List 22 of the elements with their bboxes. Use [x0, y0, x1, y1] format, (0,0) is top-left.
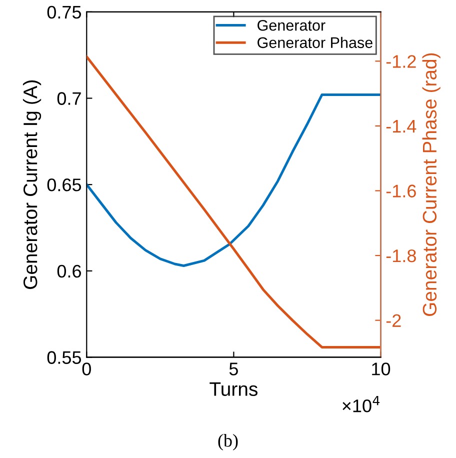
y2-tick-label: -1.4	[386, 120, 416, 132]
y2-tick-label: -1.6	[386, 184, 416, 198]
y-tick-label: 0.65	[47, 178, 82, 192]
x-tick-label: 10	[372, 362, 390, 376]
y-axis-title: Generator Current Ig (A)	[22, 80, 42, 289]
y-tick-label: 0.7	[57, 92, 81, 105]
y-tick-label: 0.55	[47, 351, 82, 364]
y2-tick-label: -2	[386, 314, 401, 327]
x-tick-label: 0	[82, 362, 91, 376]
legend-label: Generator Phase	[258, 36, 372, 48]
y-tick-label: 0.6	[57, 264, 81, 278]
y2-tick-label: -1.2	[386, 55, 416, 68]
y2-axis-title: Generator Current Phase (rad)	[422, 53, 440, 316]
text: ×10$^{4}$	[342, 396, 380, 412]
legend-label: Generator	[258, 20, 326, 31]
text: (b)	[218, 434, 238, 450]
line-series	[86, 55, 381, 348]
y-tick-label: 0.75	[47, 6, 82, 19]
line-series	[86, 94, 381, 267]
y2-tick-label: -1.8	[386, 249, 416, 262]
x-tick-label: 5	[229, 362, 238, 376]
x-axis-title: Turns	[210, 382, 258, 396]
